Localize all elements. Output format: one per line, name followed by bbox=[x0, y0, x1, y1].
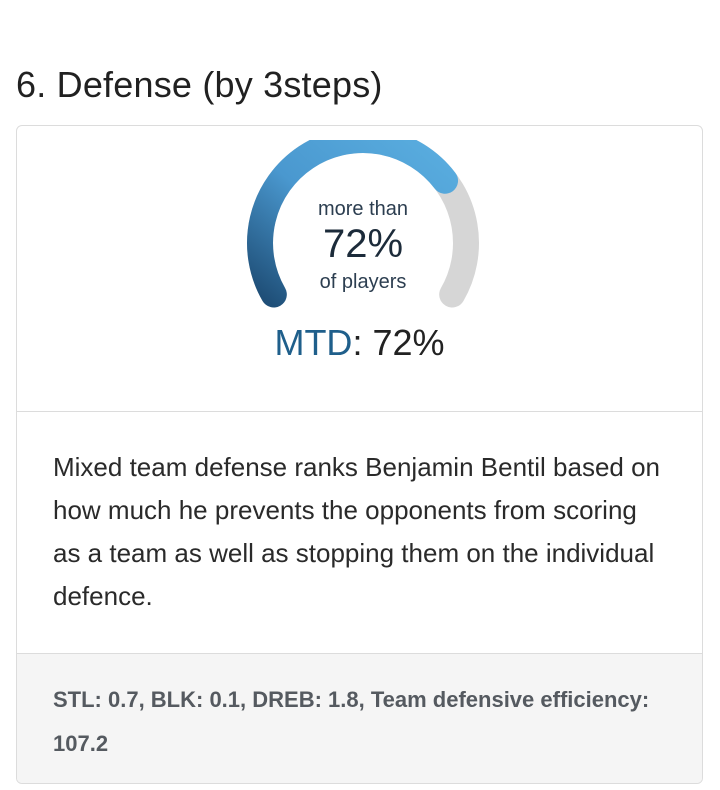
stats-panel: STL: 0.7, BLK: 0.1, DREB: 1.8, Team defe… bbox=[17, 654, 702, 783]
defense-card: more than 72% of players MTD: 72% Mixed … bbox=[16, 125, 703, 784]
metric-line: MTD: 72% bbox=[17, 322, 702, 364]
gauge-fill bbox=[247, 140, 459, 308]
stats-text: STL: 0.7, BLK: 0.1, DREB: 1.8, Team defe… bbox=[53, 687, 650, 756]
metric-value: 72% bbox=[372, 322, 445, 363]
metric-abbr: MTD bbox=[274, 322, 353, 363]
percentile-gauge bbox=[247, 140, 479, 308]
gauge-suffix: of players bbox=[319, 271, 407, 293]
description-panel: Mixed team defense ranks Benjamin Bentil… bbox=[17, 412, 702, 654]
gauge-prefix: more than bbox=[317, 198, 409, 220]
gauge-panel: more than 72% of players MTD: 72% bbox=[17, 126, 702, 412]
section-title: 6. Defense (by 3steps) bbox=[16, 64, 383, 105]
metric-separator: : bbox=[352, 322, 363, 363]
description-text: Mixed team defense ranks Benjamin Bentil… bbox=[53, 452, 661, 611]
gauge-value: 72% bbox=[322, 222, 404, 266]
